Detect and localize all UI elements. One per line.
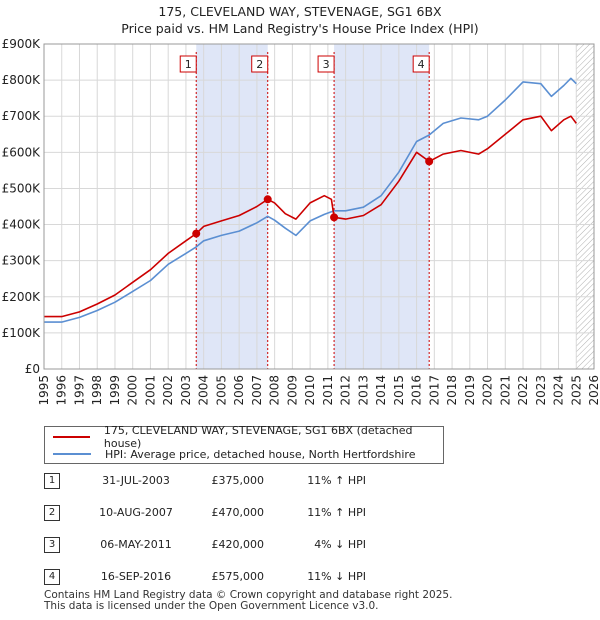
sale-date: 06-MAY-2011 bbox=[100, 538, 172, 551]
y-tick-label: £200K bbox=[2, 290, 42, 304]
x-tick-label: 2016 bbox=[410, 375, 424, 406]
legend-swatch-hpi bbox=[53, 453, 91, 455]
y-tick-label: £800K bbox=[2, 73, 42, 87]
x-tick-label: 2001 bbox=[143, 375, 157, 406]
legend-item-hpi: HPI: Average price, detached house, Nort… bbox=[53, 446, 415, 462]
x-tick-label: 1996 bbox=[55, 375, 69, 406]
sale-price: £575,000 bbox=[211, 570, 265, 583]
sale-number-badge: 4 bbox=[44, 569, 60, 585]
x-tick-label: 2021 bbox=[498, 375, 512, 406]
sale-number-label: 3 bbox=[323, 58, 330, 71]
x-tick-label: 2020 bbox=[481, 375, 495, 406]
sale-hpi-change: 4% ↓ HPI bbox=[314, 538, 366, 551]
sale-point bbox=[425, 157, 434, 166]
legend-label-hpi: HPI: Average price, detached house, Nort… bbox=[105, 447, 416, 461]
price-chart: £0 £100K £200K £300K £400K £500K £600K £700K £80… bbox=[2, 37, 600, 406]
hpi-line bbox=[44, 77, 577, 323]
sale-hpi-change: 11% ↑ HPI bbox=[307, 506, 366, 519]
x-tick-label: 2005 bbox=[214, 375, 228, 406]
chart-subtitle: Price paid vs. HM Land Registry's House … bbox=[121, 21, 479, 36]
legend-item-property: 175, CLEVELAND WAY, STEVENAGE, SG1 6BX (… bbox=[53, 424, 443, 450]
y-tick-label: £300K bbox=[2, 254, 42, 268]
footer-line-1: Contains HM Land Registry data © Crown c… bbox=[44, 589, 453, 601]
x-tick-label: 2010 bbox=[303, 375, 317, 406]
x-tick-label: 2022 bbox=[516, 375, 530, 406]
sale-number-box bbox=[179, 55, 197, 73]
x-tick-label: 2015 bbox=[392, 375, 406, 406]
sale-point bbox=[330, 213, 339, 222]
legend: 175, CLEVELAND WAY, STEVENAGE, SG1 6BX (… bbox=[44, 424, 444, 464]
x-tick-label: 2011 bbox=[321, 375, 335, 406]
sale-number-label: 2 bbox=[256, 58, 263, 71]
x-tick-label: 2017 bbox=[427, 375, 441, 406]
x-tick-label: 2019 bbox=[463, 375, 477, 406]
y-tick-label: £700K bbox=[2, 109, 42, 123]
sale-price: £375,000 bbox=[211, 474, 265, 487]
x-tick-label: 2012 bbox=[339, 375, 353, 406]
sale-row: 2 10-AUG-2007 £470,000 11% ↑ HPI bbox=[44, 504, 464, 524]
property-price-line bbox=[44, 115, 577, 318]
x-tick-label: 2024 bbox=[552, 375, 566, 406]
sale-number-badge: 1 bbox=[44, 473, 60, 489]
sale-number-box bbox=[412, 55, 430, 73]
x-tick-label: 2003 bbox=[179, 375, 193, 406]
y-tick-label: £400K bbox=[2, 218, 42, 232]
shaded-period bbox=[334, 44, 430, 369]
sale-number-label: 1 bbox=[185, 58, 192, 71]
sale-row: 1 31-JUL-2003 £375,000 11% ↑ HPI bbox=[44, 472, 464, 492]
sale-date: 10-AUG-2007 bbox=[99, 506, 173, 519]
sale-hpi-change: 11% ↑ HPI bbox=[307, 474, 366, 487]
legend-swatch-property bbox=[53, 436, 90, 438]
x-tick-label: 2008 bbox=[268, 375, 282, 406]
sale-price: £470,000 bbox=[211, 506, 265, 519]
footer-line-2: This data is licensed under the Open Gov… bbox=[44, 600, 379, 612]
x-tick-label: 2013 bbox=[356, 375, 370, 406]
sale-number-badge: 2 bbox=[44, 505, 60, 521]
x-tick-label: 1999 bbox=[108, 375, 122, 406]
x-tick-label: 2018 bbox=[445, 375, 459, 406]
sale-number-box bbox=[317, 55, 335, 73]
x-tick-label: 2004 bbox=[197, 375, 211, 406]
x-tick-label: 2002 bbox=[161, 375, 175, 406]
x-tick-label: 2014 bbox=[374, 375, 388, 406]
forecast-hatch bbox=[576, 44, 594, 369]
sale-point bbox=[263, 195, 272, 204]
sale-date: 31-JUL-2003 bbox=[102, 474, 170, 487]
y-tick-label: £500K bbox=[2, 181, 42, 195]
footer-attribution: Contains HM Land Registry data © Crown c… bbox=[44, 590, 452, 612]
sale-hpi-change: 11% ↓ HPI bbox=[307, 570, 366, 583]
y-tick-label: £900K bbox=[2, 37, 42, 51]
sale-row: 4 16-SEP-2016 £575,000 11% ↓ HPI bbox=[44, 568, 464, 588]
sale-price: £420,000 bbox=[211, 538, 265, 551]
sale-row: 3 06-MAY-2011 £420,000 4% ↓ HPI bbox=[44, 536, 464, 556]
sale-date: 16-SEP-2016 bbox=[100, 570, 172, 583]
legend-label-property: 175, CLEVELAND WAY, STEVENAGE, SG1 6BX (… bbox=[103, 424, 413, 450]
y-tick-label: £100K bbox=[2, 326, 42, 340]
y-tick-label: £600K bbox=[2, 145, 42, 159]
x-tick-label: 2007 bbox=[250, 375, 264, 406]
x-tick-label: 1998 bbox=[90, 375, 104, 406]
plot-border bbox=[43, 43, 595, 370]
sale-number-badge: 3 bbox=[44, 537, 60, 553]
x-tick-label: 2009 bbox=[285, 375, 299, 406]
plot-area bbox=[44, 44, 594, 369]
x-tick-label: 2025 bbox=[569, 375, 583, 406]
y-tick-label: £0 bbox=[25, 362, 40, 376]
sale-number-box bbox=[251, 55, 269, 73]
sale-point bbox=[192, 229, 201, 238]
x-tick-label: 1997 bbox=[72, 375, 86, 406]
chart-title-block: 175, CLEVELAND WAY, STEVENAGE, SG1 6BX P… bbox=[0, 3, 600, 37]
chart-title: 175, CLEVELAND WAY, STEVENAGE, SG1 6BX bbox=[158, 4, 442, 19]
x-tick-label: 1995 bbox=[37, 375, 51, 406]
sale-number-label: 4 bbox=[418, 58, 425, 71]
x-tick-label: 2000 bbox=[126, 375, 140, 406]
x-tick-label: 2006 bbox=[232, 375, 246, 406]
x-tick-label: 2023 bbox=[534, 375, 548, 406]
x-tick-label: 2026 bbox=[587, 375, 600, 406]
